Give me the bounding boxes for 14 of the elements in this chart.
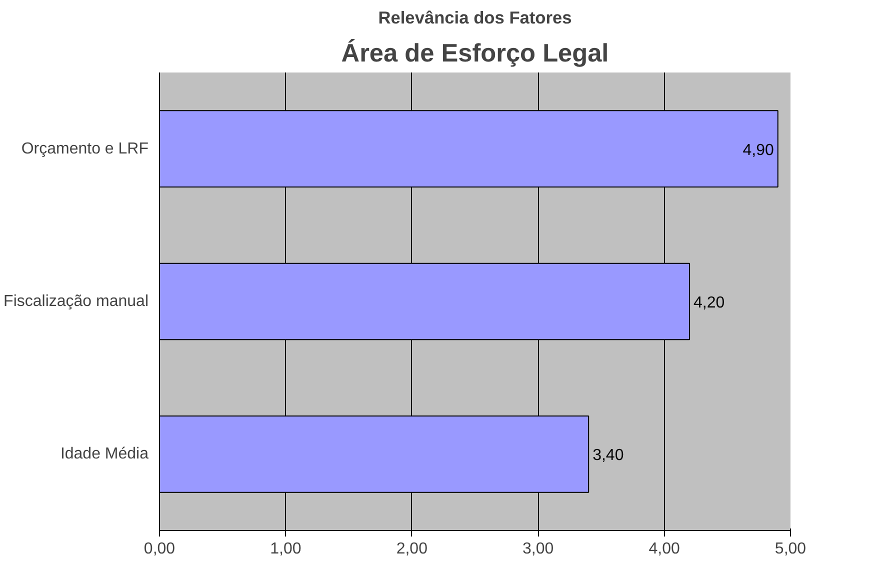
chart-title: Relevância dos Fatores xyxy=(378,8,572,28)
x-tick-label: 4,00 xyxy=(648,540,680,558)
y-tick-label: Idade Média xyxy=(60,446,149,463)
x-tick-label: 5,00 xyxy=(774,540,806,558)
x-tick-label: 2,00 xyxy=(396,540,428,558)
x-tick-label: 3,00 xyxy=(522,540,554,558)
x-tick-label: 0,00 xyxy=(144,540,176,558)
data-label: 4,20 xyxy=(694,294,725,312)
y-tick-label: Fiscalização manual xyxy=(4,293,148,310)
data-label: 4,90 xyxy=(742,142,774,159)
data-label: 3,40 xyxy=(592,447,624,464)
chart-subtitle: Área de Esforço Legal xyxy=(341,38,609,68)
y-tick-label: Orçamento e LRF xyxy=(21,140,149,158)
x-tick-label: 1,00 xyxy=(270,540,302,558)
